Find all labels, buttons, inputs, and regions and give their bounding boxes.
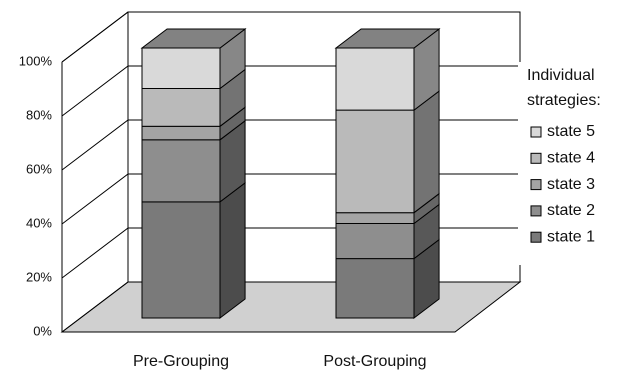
legend-swatch: [530, 205, 542, 217]
bar-front: [335, 109, 415, 214]
bar-front: [141, 47, 221, 89]
legend-swatch: [530, 152, 542, 164]
bar-front: [141, 88, 221, 127]
bar-segment: [141, 181, 246, 320]
bar-front: [335, 223, 415, 260]
floor: [60, 281, 522, 333]
legend-swatch: [530, 179, 542, 191]
bars: [140, 27, 441, 320]
y-tick-label: 0%: [33, 323, 52, 338]
bar-side: [413, 90, 440, 214]
bar-segment: [335, 90, 440, 214]
legend-title: Individual: [527, 67, 595, 84]
bar-front: [141, 125, 221, 141]
y-tick-label: 40%: [26, 215, 52, 230]
bar-front: [335, 47, 415, 111]
legend-label: state 5: [547, 123, 595, 140]
legend-title: strategies:: [527, 92, 601, 109]
bar-front: [141, 139, 221, 203]
grid-line: [61, 11, 520, 63]
bar-front: [141, 201, 221, 319]
y-tick-label: 60%: [26, 161, 52, 176]
bar-segment: [141, 68, 246, 128]
bar-side: [219, 181, 246, 320]
bar-front: [335, 258, 415, 319]
bar-segment: [335, 27, 440, 112]
y-tick-label: 80%: [26, 107, 52, 122]
bar-segment: [141, 27, 246, 90]
bar-front: [335, 212, 415, 224]
legend-label: state 1: [547, 228, 595, 245]
bar-segment: [335, 238, 440, 320]
legend-label: state 4: [547, 150, 595, 167]
legend-label: state 2: [547, 202, 595, 219]
bar-segment: [141, 119, 246, 203]
bar-top: [334, 28, 441, 49]
y-tick-label: 20%: [26, 269, 52, 284]
legend-swatch: [530, 231, 542, 243]
y-tick-label: 100%: [19, 53, 53, 68]
legend-label: state 3: [547, 176, 595, 193]
x-tick-label: Post-Grouping: [323, 353, 426, 370]
legend-swatch: [530, 126, 542, 138]
x-tick-label: Pre-Grouping: [133, 353, 229, 370]
bar-top: [140, 28, 247, 49]
legend: Individual strategies: state 1 state 2 state…: [527, 67, 601, 245]
